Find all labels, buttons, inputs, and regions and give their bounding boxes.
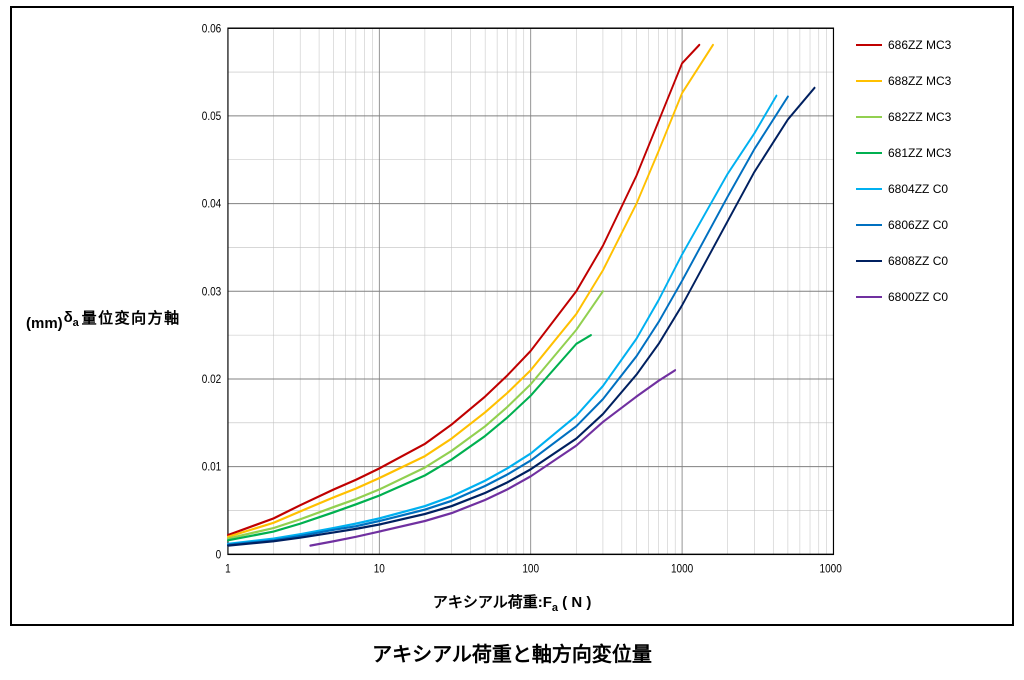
legend-label: 688ZZ MC3 [888, 74, 951, 88]
legend-label: 681ZZ MC3 [888, 146, 951, 160]
legend-item: 6800ZZ C0 [856, 290, 996, 304]
svg-text:10: 10 [374, 563, 385, 576]
legend-swatch [856, 224, 882, 227]
legend-swatch [856, 152, 882, 155]
svg-text:1: 1 [225, 563, 231, 576]
legend-item: 6804ZZ C0 [856, 182, 996, 196]
legend-item: 688ZZ MC3 [856, 74, 996, 88]
legend-swatch [856, 80, 882, 83]
legend-swatch [856, 296, 882, 299]
legend-swatch [856, 188, 882, 191]
legend-label: 6808ZZ C0 [888, 254, 948, 268]
svg-text:1000: 1000 [671, 563, 693, 576]
legend-label: 686ZZ MC3 [888, 38, 951, 52]
y-axis-label: 軸方向変位量δa(mm) [22, 18, 182, 624]
svg-text:0: 0 [216, 549, 222, 562]
chart-svg: 1 10 100 1000 10000 0 0.01 0.02 0.03 0.04 0.05 0.06 [182, 18, 842, 585]
plot-area: 1 10 100 1000 10000 0 0.01 0.02 0.03 0.04 0.05 0.06… [182, 18, 842, 624]
legend-item: 682ZZ MC3 [856, 110, 996, 124]
svg-text:100: 100 [523, 563, 540, 576]
legend-item: 681ZZ MC3 [856, 146, 996, 160]
legend: 686ZZ MC3 688ZZ MC3 682ZZ MC3 681ZZ MC3 6804… [842, 18, 1002, 624]
legend-label: 6806ZZ C0 [888, 218, 948, 232]
legend-label: 682ZZ MC3 [888, 110, 951, 124]
legend-label: 6804ZZ C0 [888, 182, 948, 196]
svg-text:0.01: 0.01 [202, 461, 221, 474]
chart-frame: 軸方向変位量δa(mm) 1 10 100 1000 10000 0 0.01 0.02 0.0… [10, 6, 1014, 626]
svg-text:0.05: 0.05 [202, 110, 221, 123]
svg-text:0.02: 0.02 [202, 373, 221, 386]
chart-row: 軸方向変位量δa(mm) 1 10 100 1000 10000 0 0.01 0.02 0.0… [12, 8, 1012, 624]
x-axis-label: アキシアル荷重:Fa ( N ) [182, 585, 842, 624]
svg-text:10000: 10000 [820, 563, 842, 576]
chart-title: アキシアル荷重と軸方向変位量 [372, 638, 652, 667]
svg-text:0.03: 0.03 [202, 286, 221, 299]
legend-item: 6806ZZ C0 [856, 218, 996, 232]
legend-item: 686ZZ MC3 [856, 38, 996, 52]
legend-swatch [856, 260, 882, 263]
legend-label: 6800ZZ C0 [888, 290, 948, 304]
legend-swatch [856, 44, 882, 47]
legend-swatch [856, 116, 882, 119]
legend-item: 6808ZZ C0 [856, 254, 996, 268]
svg-text:0.04: 0.04 [202, 198, 221, 211]
svg-text:0.06: 0.06 [202, 22, 221, 35]
